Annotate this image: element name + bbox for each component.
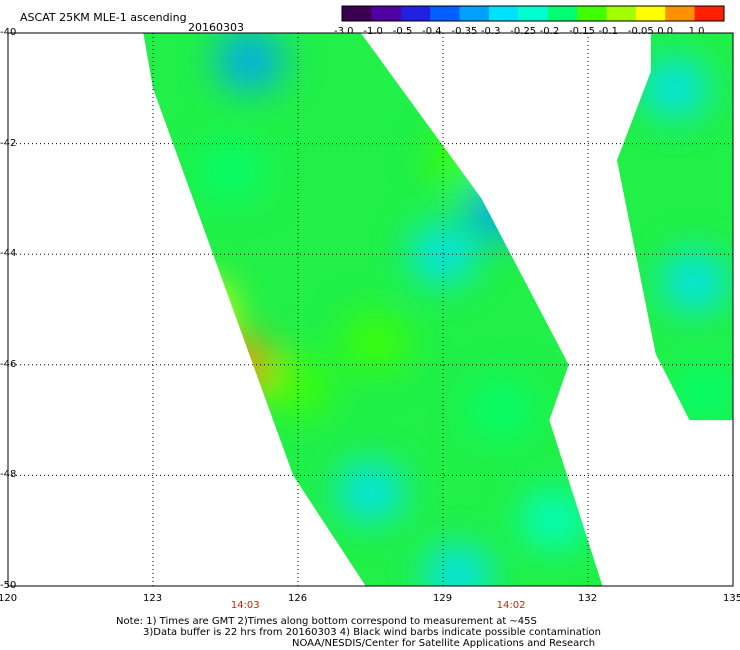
x-tick-label: 123 (143, 593, 163, 604)
time-label: 14:03 (230, 600, 260, 611)
note-line-3: NOAA/NESDIS/Center for Satellite Applica… (292, 638, 596, 649)
colorbar-label: -0.4 (422, 26, 442, 37)
colorbar-label: 1.0 (688, 26, 705, 37)
data-cell (167, 280, 235, 340)
colorbar-label: -0.25 (510, 26, 537, 37)
y-tick-label: -46 (0, 358, 17, 370)
colorbar-swatch (606, 6, 637, 21)
data-cell (409, 224, 477, 285)
colorbar-swatch (371, 6, 402, 21)
data-cell (467, 179, 535, 240)
y-tick-label: -48 (0, 469, 17, 481)
chart-date: 20160303 (188, 21, 244, 34)
swath-west (143, 33, 603, 586)
data-cell (428, 130, 497, 191)
y-tick-label: -44 (0, 248, 17, 260)
colorbar-swatch (342, 6, 372, 21)
data-cell (670, 362, 733, 421)
colorbar-swatch (518, 6, 549, 21)
colorbar-swatch (635, 6, 666, 21)
data-cell (520, 489, 589, 550)
x-tick-label: 126 (288, 593, 308, 604)
data-cell (336, 461, 405, 522)
x-tick-label: 132 (578, 593, 598, 604)
colorbar-label: -0.2 (539, 26, 560, 37)
data-cell (341, 312, 410, 373)
colorbar-swatch (694, 6, 725, 21)
colorbar-label: -0.3 (480, 26, 501, 37)
colorbar-swatch (488, 6, 519, 21)
colorbar-label: -0.05 (627, 26, 654, 37)
chart-title: ASCAT 25KM MLE-1 ascending (20, 11, 187, 24)
colorbar-label: -0.15 (569, 26, 595, 37)
data-cell (641, 58, 709, 119)
data-cell (423, 544, 492, 586)
colorbar-swatch (577, 6, 607, 21)
colorbar-label: -3.0 (334, 26, 354, 37)
x-tick-label: 120 (0, 593, 18, 604)
data-cell (467, 379, 535, 440)
colorbar-label: -0.35 (451, 26, 478, 37)
y-tick-label: -42 (0, 137, 17, 149)
plot-frame (7, 32, 734, 587)
grid-lines (8, 33, 733, 586)
note-line-1: Note: 1) Times are GMT 2)Times along bot… (116, 616, 537, 627)
x-tick-label: 135 (723, 593, 740, 604)
data-cell (167, 279, 236, 340)
data-cell (215, 33, 284, 91)
colorbar-label: 0.0 (657, 26, 674, 37)
time-label: 14:02 (496, 600, 526, 611)
colorbar-swatch (547, 6, 578, 21)
note-line-2: 3)Data buffer is 22 hrs from 20160303 4)… (143, 627, 601, 638)
data-cell (264, 356, 332, 417)
colorbar-swatch (430, 6, 461, 21)
colorbar-swatch (400, 6, 431, 21)
colorbar-label: -1.0 (363, 26, 383, 37)
colorbar-label: -0.1 (598, 26, 618, 37)
colorbar-swatch (459, 6, 490, 21)
colorbar-frame (341, 5, 725, 22)
colorbar-label: -0.5 (392, 26, 413, 37)
data-cell (660, 251, 729, 312)
colorbar-swatch (665, 6, 696, 21)
data-cell (196, 141, 265, 202)
x-tick-label: 129 (433, 593, 453, 604)
y-tick-label: -40 (0, 27, 17, 38)
y-tick-label: -50 (0, 580, 17, 591)
